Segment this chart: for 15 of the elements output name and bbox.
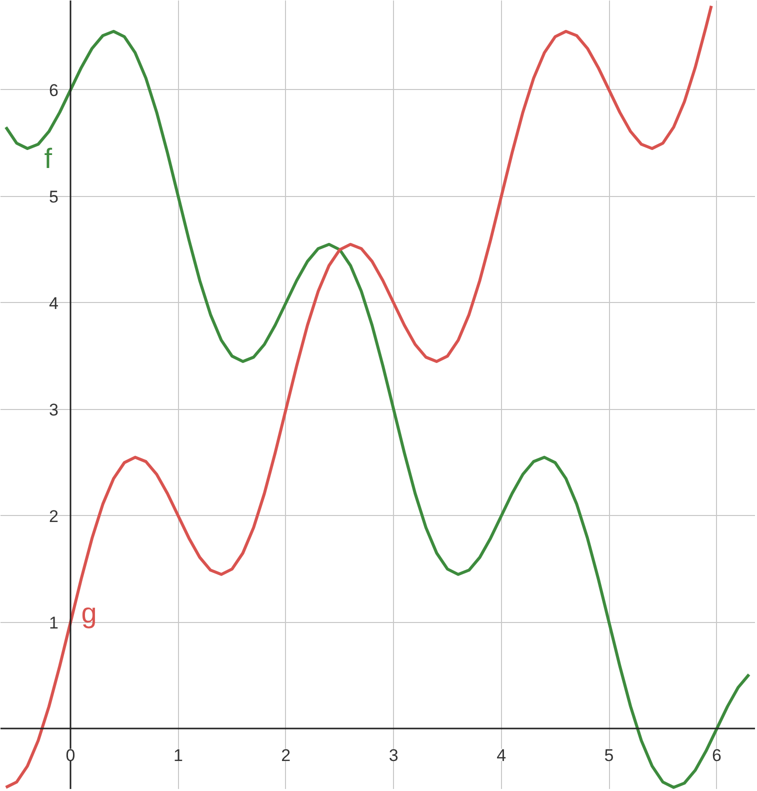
- x-tick-label: 3: [388, 746, 398, 765]
- x-tick-label: 6: [712, 746, 722, 765]
- x-tick-label: 5: [604, 746, 614, 765]
- x-tick-label: 4: [496, 746, 506, 765]
- x-tick-label: 0: [66, 746, 76, 765]
- y-tick-label: 3: [49, 400, 59, 420]
- y-tick-label: 2: [49, 506, 59, 526]
- y-tick-label: 5: [49, 187, 59, 206]
- x-tick-label: 2: [281, 746, 291, 765]
- y-tick-label: 6: [49, 80, 59, 100]
- x-tick-label: 1: [173, 746, 183, 765]
- y-tick-label: 1: [49, 613, 59, 632]
- series-label: g: [81, 598, 97, 629]
- series-label: f: [44, 143, 52, 174]
- y-tick-label: 4: [49, 294, 59, 313]
